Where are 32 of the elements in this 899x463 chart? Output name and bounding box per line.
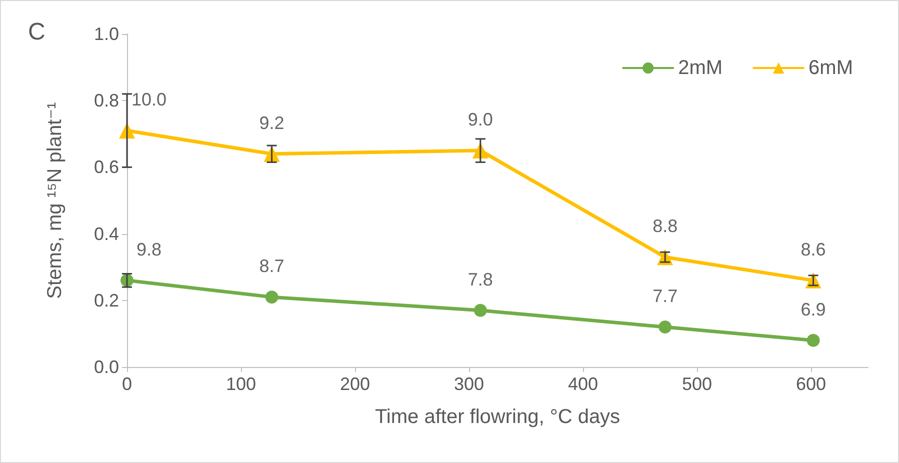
y-tick-label: 0.6 bbox=[94, 157, 119, 178]
legend-label: 2mM bbox=[678, 57, 723, 79]
annotation: 9.0 bbox=[468, 110, 493, 130]
x-tick-label: 500 bbox=[682, 374, 712, 394]
point bbox=[265, 290, 278, 304]
point bbox=[474, 304, 487, 317]
annotation: 8.6 bbox=[800, 239, 826, 260]
x-axis-title: Time after flowring, °C days bbox=[374, 406, 620, 428]
x-tick-label: 0 bbox=[122, 374, 132, 394]
point bbox=[806, 334, 820, 347]
x-tick-label: 300 bbox=[454, 374, 484, 394]
x-tick-label: 200 bbox=[340, 374, 370, 394]
x-tick-label: 100 bbox=[226, 374, 256, 394]
annotation: 6.9 bbox=[800, 299, 826, 320]
annotation: 8.7 bbox=[259, 256, 284, 276]
y-tick-label: 0.0 bbox=[94, 357, 119, 377]
annotation: 8.8 bbox=[652, 216, 678, 236]
point bbox=[658, 320, 672, 334]
y-tick-label: 0.8 bbox=[94, 90, 119, 111]
x-tick-label: 600 bbox=[796, 374, 826, 394]
annotation: 7.8 bbox=[468, 269, 493, 290]
annotation: 10.0 bbox=[131, 90, 167, 110]
annotation: 9.2 bbox=[259, 112, 284, 133]
y-tick-label: 1.0 bbox=[94, 24, 119, 44]
annotation: 9.8 bbox=[136, 239, 162, 260]
y-axis-title: Stems, mg ¹⁵N plant⁻¹ bbox=[44, 102, 66, 299]
y-tick-label: 0.4 bbox=[94, 224, 119, 244]
legend-label: 6mM bbox=[808, 57, 854, 79]
chart-title: C bbox=[28, 18, 46, 46]
y-tick-label: 0.2 bbox=[94, 290, 119, 310]
x-tick-label: 400 bbox=[568, 374, 598, 394]
annotation: 7.7 bbox=[652, 286, 678, 306]
